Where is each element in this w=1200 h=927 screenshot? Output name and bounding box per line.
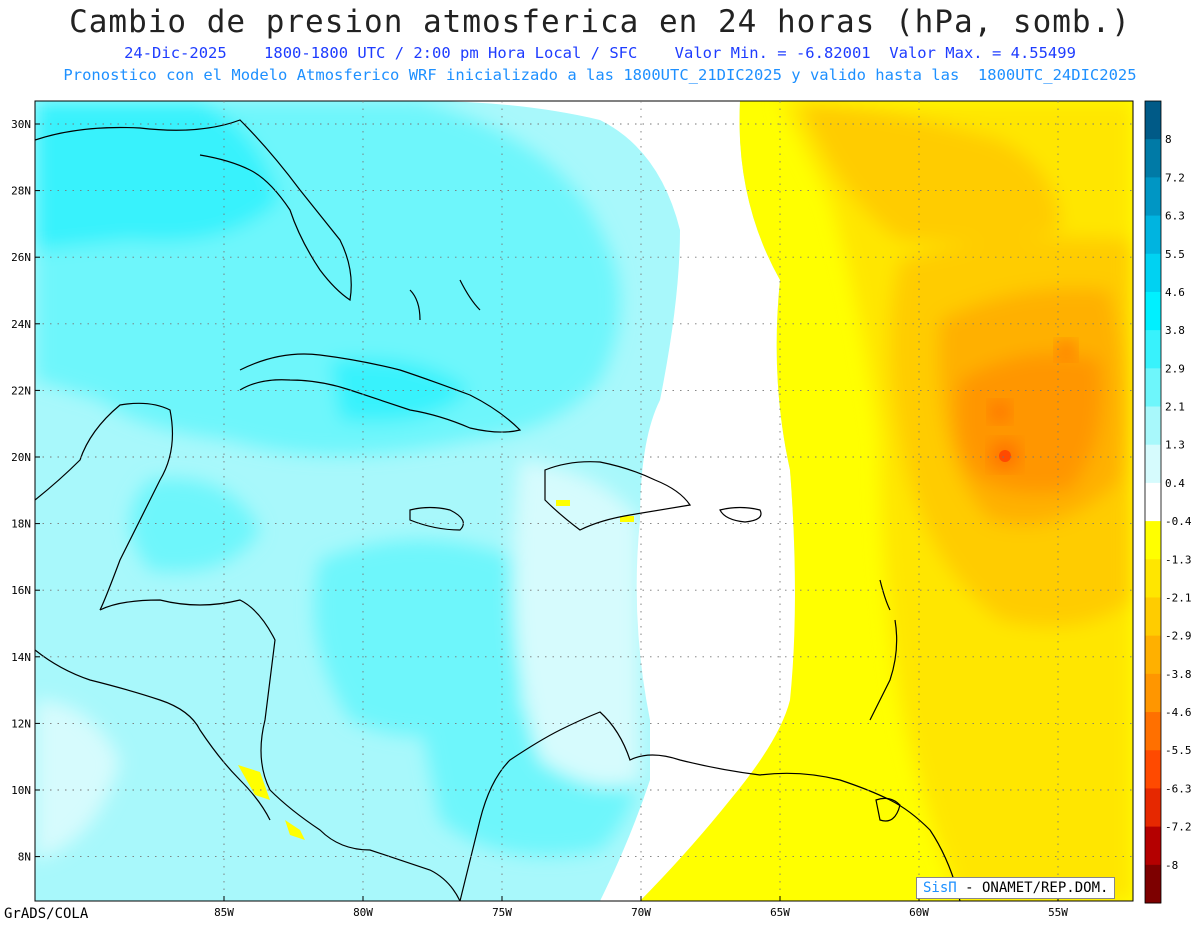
colorbar-label: -7.2 xyxy=(1165,821,1192,834)
lat-tick-label: 8N xyxy=(18,851,31,864)
colorbar-label: -6.3 xyxy=(1165,782,1192,795)
colorbar-label: 4.6 xyxy=(1165,286,1185,299)
lat-tick-label: 12N xyxy=(11,717,31,730)
colorbar-label: 5.5 xyxy=(1165,248,1185,261)
colorbar-label: -0.4 xyxy=(1165,515,1192,528)
credit-text: - ONAMET/REP.DOM. xyxy=(956,880,1109,896)
axis-ticks: 30N 28N 26N 24N 22N 20N 18N 16N 14N 12N 10N 8N 85W 80… xyxy=(11,118,1068,919)
colorbar-label: -1.3 xyxy=(1165,553,1192,566)
lat-tick-label: 26N xyxy=(11,251,31,264)
colorbar-label: -2.9 xyxy=(1165,630,1192,643)
credit-box: SisΠ - ONAMET/REP.DOM. xyxy=(916,877,1116,899)
colorbar-swatch xyxy=(1145,826,1161,866)
lon-tick-label: 85W xyxy=(214,906,234,919)
colorbar-label: -2.1 xyxy=(1165,591,1192,604)
colorbar-swatch xyxy=(1145,215,1161,255)
lat-tick-label: 28N xyxy=(11,185,31,198)
colorbar-swatch xyxy=(1145,673,1161,713)
graticule xyxy=(35,101,1133,901)
coastlines xyxy=(35,119,961,901)
date-text: 24-Dic-2025 xyxy=(124,44,227,62)
colorbar-label: 6.3 xyxy=(1165,210,1185,223)
colorbar-label: 1.3 xyxy=(1165,439,1185,452)
colorbar-swatch xyxy=(1145,139,1161,178)
colorbar-label: -4.6 xyxy=(1165,706,1192,719)
pressure-change-field xyxy=(35,101,1133,901)
time-text: 1800-1800 UTC / 2:00 pm Hora Local / SFC xyxy=(264,44,638,62)
colorbar-swatch xyxy=(1145,406,1161,446)
lat-tick-label: 16N xyxy=(11,584,31,597)
lat-tick-label: 10N xyxy=(11,784,31,797)
software-credit: GrADS/COLA xyxy=(4,906,89,922)
colorbar-frame xyxy=(1144,100,1162,904)
colorbar-swatch xyxy=(1145,712,1161,751)
colorbar-label: 3.8 xyxy=(1165,324,1185,337)
lon-tick-label: 70W xyxy=(631,906,651,919)
colorbar-swatch xyxy=(1145,788,1161,828)
min-value-text: Valor Min. = -6.82001 xyxy=(674,44,871,62)
colorbar-label: -8 xyxy=(1165,859,1178,872)
colorbar-label: -3.8 xyxy=(1165,668,1192,681)
colorbar-label: 2.1 xyxy=(1165,401,1185,414)
colorbar-swatch xyxy=(1145,291,1161,331)
map-subtitle-model: Pronostico con el Modelo Atmosferico WRF… xyxy=(63,66,1137,84)
lat-tick-label: 22N xyxy=(11,384,31,397)
map-frame xyxy=(34,100,1134,902)
lat-tick-label: 14N xyxy=(11,651,31,664)
colorbar-label: -5.5 xyxy=(1165,744,1192,757)
colorbar-swatch xyxy=(1145,101,1161,140)
lon-tick-label: 55W xyxy=(1048,906,1068,919)
lon-tick-label: 75W xyxy=(492,906,512,919)
max-value-text: Valor Max. = 4.55499 xyxy=(889,44,1076,62)
lon-tick-label: 65W xyxy=(770,906,790,919)
map-subtitle-date: 24-Dic-2025 1800-1800 UTC / 2:00 pm Hora… xyxy=(0,44,1200,62)
colorbar-label: 2.9 xyxy=(1165,362,1185,375)
colorbar-swatch xyxy=(1145,253,1161,293)
lat-tick-label: 18N xyxy=(11,518,31,531)
colorbar-swatch xyxy=(1145,750,1161,789)
lat-tick-label: 30N xyxy=(11,118,31,131)
colorbar-swatch xyxy=(1145,368,1161,408)
colorbar-swatch xyxy=(1145,559,1161,598)
colorbar-label: 7.2 xyxy=(1165,171,1185,184)
map-title: Cambio de presion atmosferica en 24 hora… xyxy=(69,4,1131,40)
colorbar-swatch xyxy=(1145,330,1161,369)
colorbar-label: 0.4 xyxy=(1165,477,1185,490)
lat-tick-label: 20N xyxy=(11,451,31,464)
lon-tick-label: 80W xyxy=(353,906,373,919)
colorbar-swatch xyxy=(1145,177,1161,217)
colorbar-swatch xyxy=(1145,521,1161,560)
colorbar-swatch xyxy=(1145,482,1161,522)
colorbar: 8 7.2 6.3 5.5 4.6 3.8 2.9 2.1 1.3 0.4 -0.4 -1.3 -2.1… xyxy=(1144,100,1192,904)
lon-tick-label: 60W xyxy=(909,906,929,919)
colorbar-swatch xyxy=(1145,597,1161,637)
colorbar-label: 8 xyxy=(1165,133,1172,146)
colorbar-swatch xyxy=(1145,444,1161,484)
colorbar-swatch xyxy=(1145,635,1161,675)
credit-brand: SisΠ xyxy=(923,880,957,896)
lat-tick-label: 24N xyxy=(11,318,31,331)
colorbar-swatch xyxy=(1145,864,1161,904)
